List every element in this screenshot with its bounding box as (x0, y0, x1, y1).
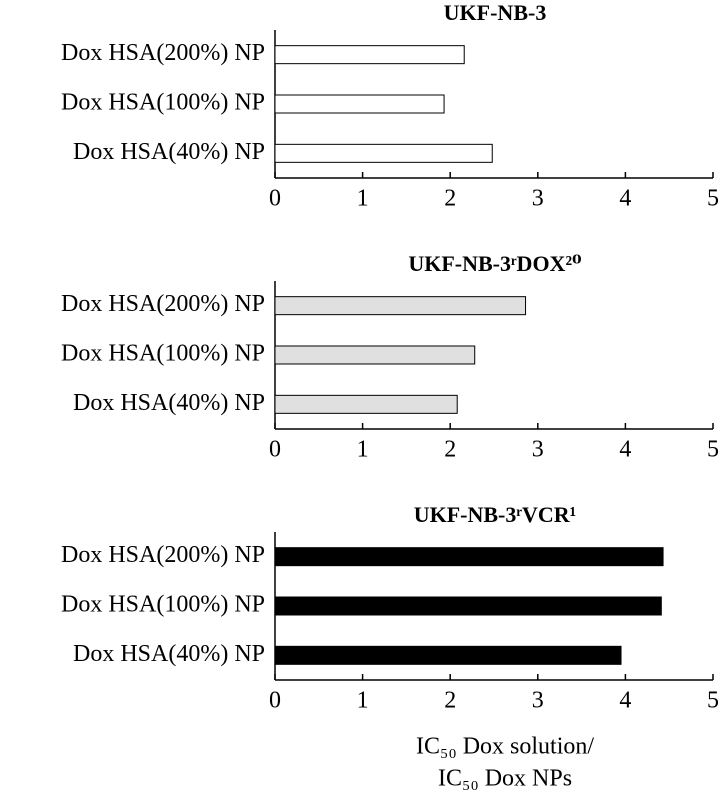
x-tick-label: 0 (269, 186, 281, 212)
y-tick-label: Dox HSA(40%) NP (73, 390, 265, 416)
x-tick-label: 0 (269, 437, 281, 463)
y-tick-label: Dox HSA(200%) NP (61, 40, 265, 66)
x-axis-label: IC₅₀ Dox NPs (438, 766, 572, 792)
x-tick-label: 1 (357, 437, 369, 463)
chart-title: UKF-NB-3ʳDOX²⁰ (408, 251, 582, 276)
y-tick-label: Dox HSA(200%) NP (61, 291, 265, 317)
chart-title: UKF-NB-3ʳVCR¹ (414, 502, 577, 527)
x-tick-label: 3 (532, 437, 544, 463)
x-tick-label: 3 (532, 688, 544, 714)
bar (274, 143, 493, 163)
x-tick-label: 2 (444, 437, 456, 463)
bar (274, 394, 458, 414)
x-tick-label: 3 (532, 186, 544, 212)
x-tick-label: 2 (444, 688, 456, 714)
x-tick-label: 4 (619, 688, 631, 714)
x-tick-label: 4 (619, 437, 631, 463)
bar (274, 547, 664, 567)
x-tick-label: 5 (707, 437, 719, 463)
x-tick-label: 4 (619, 186, 631, 212)
bar (274, 345, 476, 365)
bar (274, 596, 662, 616)
x-tick-label: 5 (707, 186, 719, 212)
x-tick-label: 2 (444, 186, 456, 212)
y-tick-label: Dox HSA(100%) NP (61, 341, 265, 367)
bar (274, 94, 445, 114)
y-tick-label: Dox HSA(40%) NP (73, 641, 265, 667)
y-tick-label: Dox HSA(100%) NP (61, 592, 265, 618)
bar (274, 45, 465, 65)
bar (274, 296, 527, 316)
y-tick-label: Dox HSA(40%) NP (73, 139, 265, 165)
chart-title: UKF-NB-3 (444, 0, 547, 25)
y-tick-label: Dox HSA(200%) NP (61, 542, 265, 568)
x-tick-label: 1 (357, 688, 369, 714)
y-tick-label: Dox HSA(100%) NP (61, 90, 265, 116)
x-tick-label: 5 (707, 688, 719, 714)
x-tick-label: 0 (269, 688, 281, 714)
bar (274, 645, 622, 665)
x-tick-label: 1 (357, 186, 369, 212)
x-axis-label: IC₅₀ Dox solution/ (416, 734, 594, 760)
